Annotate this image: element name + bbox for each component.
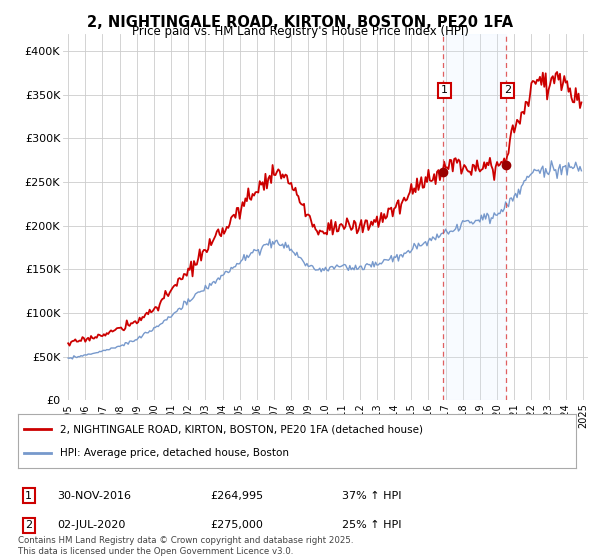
Text: 02-JUL-2020: 02-JUL-2020 xyxy=(57,520,125,530)
Text: HPI: Average price, detached house, Boston: HPI: Average price, detached house, Bost… xyxy=(60,447,289,458)
Text: 2: 2 xyxy=(25,520,32,530)
Bar xyxy=(443,34,506,400)
Text: 2, NIGHTINGALE ROAD, KIRTON, BOSTON, PE20 1FA (detached house): 2, NIGHTINGALE ROAD, KIRTON, BOSTON, PE2… xyxy=(60,424,423,435)
Text: 25% ↑ HPI: 25% ↑ HPI xyxy=(342,520,401,530)
Text: £264,995: £264,995 xyxy=(210,491,263,501)
Text: Price paid vs. HM Land Registry's House Price Index (HPI): Price paid vs. HM Land Registry's House … xyxy=(131,25,469,38)
Text: 2: 2 xyxy=(504,85,511,95)
Text: 30-NOV-2016: 30-NOV-2016 xyxy=(57,491,131,501)
Text: 1: 1 xyxy=(25,491,32,501)
Text: 1: 1 xyxy=(441,85,448,95)
Text: 2, NIGHTINGALE ROAD, KIRTON, BOSTON, PE20 1FA: 2, NIGHTINGALE ROAD, KIRTON, BOSTON, PE2… xyxy=(87,15,513,30)
Text: £275,000: £275,000 xyxy=(210,520,263,530)
Text: Contains HM Land Registry data © Crown copyright and database right 2025.
This d: Contains HM Land Registry data © Crown c… xyxy=(18,536,353,556)
Text: 37% ↑ HPI: 37% ↑ HPI xyxy=(342,491,401,501)
